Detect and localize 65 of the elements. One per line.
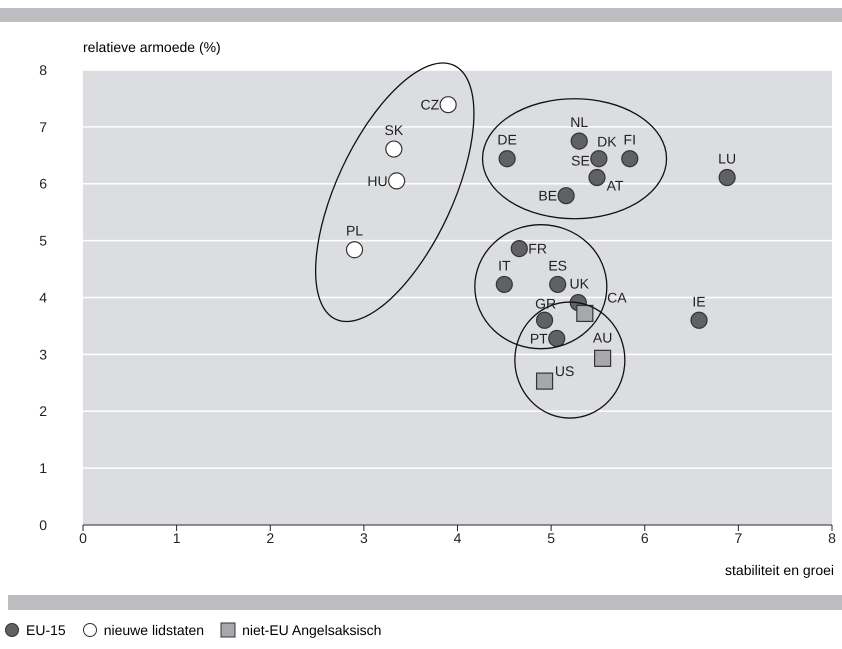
point: [594, 350, 612, 367]
point: [588, 168, 606, 186]
y-tick-label: 6: [39, 176, 48, 192]
annotation: GR: [535, 295, 556, 312]
annotation: CA: [607, 289, 628, 306]
point: [510, 240, 528, 258]
annotation: UK: [570, 276, 590, 292]
annotation: PL: [346, 222, 364, 239]
annotation: FR: [528, 240, 547, 257]
y-tick-label: 3: [39, 346, 48, 362]
point: [346, 241, 364, 258]
x-tick-label: 1: [172, 530, 181, 546]
x-tick-label: 4: [454, 530, 462, 546]
y-tick-label: 2: [39, 403, 48, 420]
annotation: SE: [571, 152, 590, 169]
y-tick-label: 8: [39, 62, 48, 78]
x-tick-label: 3: [360, 530, 368, 546]
x-tick-label: 0: [79, 530, 88, 546]
annotation: AT: [606, 177, 624, 194]
x-tick-label: 7: [734, 530, 742, 546]
annotation: PT: [530, 330, 548, 346]
x-axis-title: stabiliteit en groei: [725, 562, 834, 578]
point: [549, 276, 566, 294]
annotation: LU: [718, 150, 736, 166]
annotation: SK: [384, 122, 404, 138]
legend-label: EU-15: [25, 622, 66, 638]
point: [576, 304, 594, 322]
x-tick-label: 8: [828, 530, 836, 546]
annotation: AU: [592, 329, 612, 346]
point: [496, 276, 513, 294]
annotation: HU: [367, 172, 388, 189]
y-tick-label: 0: [39, 516, 48, 533]
point: [621, 150, 638, 168]
point: [440, 96, 457, 114]
y-tick-label: 5: [39, 232, 48, 249]
point: [558, 187, 575, 204]
point: [385, 140, 402, 158]
x-tick-label: 6: [640, 530, 649, 546]
y-tick-label: 4: [39, 289, 48, 306]
point: [548, 330, 566, 348]
point: [690, 312, 708, 329]
annotation: BE: [538, 188, 558, 204]
legend-label: nieuwe lidstaten: [102, 622, 204, 638]
point: [536, 312, 554, 329]
legend-label: niet-EU Angelsaksisch: [241, 622, 382, 638]
annotation: DE: [497, 132, 517, 148]
annotation: CZ: [420, 96, 440, 113]
x-tick-label: 2: [266, 530, 274, 546]
annotation: IE: [692, 293, 706, 310]
annotation: US: [554, 363, 574, 380]
point: [570, 132, 588, 150]
annotation: IT: [498, 257, 511, 274]
annotation: FI: [624, 132, 636, 148]
point: [388, 172, 406, 190]
annotation: DK: [597, 134, 618, 150]
annotation: ES: [548, 257, 568, 274]
y-axis-title: relatieve armoede (%): [83, 39, 221, 55]
y-tick-label: 1: [39, 460, 48, 476]
y-tick-label: 7: [39, 118, 48, 135]
point: [536, 372, 554, 390]
annotation: NL: [570, 114, 588, 130]
point: [590, 150, 608, 168]
point: [718, 168, 736, 186]
x-tick-label: 5: [547, 530, 556, 546]
point: [498, 150, 516, 168]
